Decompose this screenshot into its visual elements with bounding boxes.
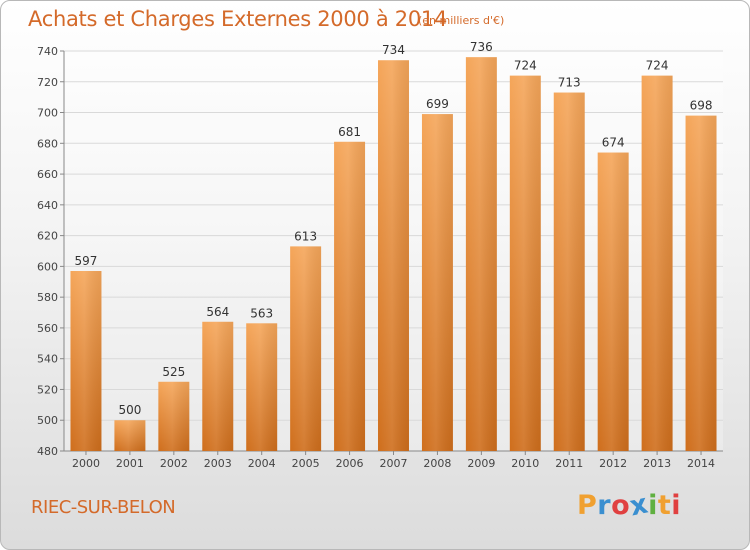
bar-layer [70, 57, 717, 452]
bar-shine-2013 [641, 75, 673, 451]
data-label: 698 [690, 99, 713, 113]
logo-letter: r [597, 490, 612, 521]
x-tick-label: 2014 [687, 457, 715, 470]
data-label: 713 [558, 76, 581, 90]
bar-shine-2008 [421, 114, 453, 452]
x-tick-label: 2012 [599, 457, 627, 470]
bar-shine-2002 [158, 381, 190, 451]
bar-shine-2011 [553, 92, 585, 452]
data-label: 597 [75, 254, 98, 268]
y-tick-label: 620 [37, 230, 58, 243]
data-label: 525 [162, 365, 185, 379]
logo-letter: i [671, 490, 682, 521]
data-label: 613 [294, 229, 317, 243]
bar-shine-2005 [290, 246, 322, 451]
x-tick-label: 2007 [380, 457, 408, 470]
bar-shine-2006 [334, 141, 366, 451]
x-tick-label: 2002 [160, 457, 188, 470]
y-tick-label: 740 [37, 45, 58, 58]
commune-name: RIEC-SUR-BELON [31, 497, 176, 518]
bar-shine-2014 [685, 115, 717, 451]
x-tick-label: 2009 [467, 457, 495, 470]
x-tick-label: 2003 [204, 457, 232, 470]
y-tick-label: 640 [37, 199, 58, 212]
x-tick-label: 2001 [116, 457, 144, 470]
data-label: 674 [602, 136, 625, 150]
x-tick-label: 2006 [336, 457, 364, 470]
y-tick-label: 540 [37, 353, 58, 366]
data-label: 724 [646, 59, 669, 73]
bar-shine-2012 [597, 152, 629, 452]
bar-shine-2001 [114, 420, 146, 451]
y-tick-label: 520 [37, 383, 58, 396]
x-tick-label: 2011 [555, 457, 583, 470]
x-tick-label: 2010 [511, 457, 539, 470]
proxiti-logo: Proxiti [577, 488, 682, 522]
chart-title: Achats et Charges Externes 2000 à 2014 [28, 7, 448, 31]
bar-shine-2004 [246, 323, 278, 451]
y-tick-label: 560 [37, 322, 58, 335]
label-layer: 597 500 525 564 563 613 681 734 699 736 724 713 674 7… [75, 40, 713, 417]
x-tick-label: 2008 [423, 457, 451, 470]
x-tick-label: 2005 [292, 457, 320, 470]
x-tick-label: 2013 [643, 457, 671, 470]
logo-letter: i [648, 490, 658, 521]
data-label: 563 [250, 306, 273, 320]
y-tick-label: 700 [37, 107, 58, 120]
data-label: 500 [118, 403, 141, 417]
data-label: 734 [382, 43, 405, 57]
bar-shine-2007 [378, 60, 409, 451]
x-tick-label: 2004 [248, 457, 276, 470]
data-label: 564 [206, 305, 229, 319]
y-tick-label: 580 [37, 291, 58, 304]
y-tick-label: 720 [37, 76, 58, 89]
y-tick-label: 500 [37, 414, 58, 427]
y-tick-label: 660 [37, 168, 58, 181]
logo-letter: o [611, 490, 631, 521]
y-tick-label: 680 [37, 137, 58, 150]
bar-shine-2009 [465, 57, 497, 452]
data-label: 724 [514, 59, 537, 73]
data-label: 736 [470, 40, 493, 54]
logo-letter: t [657, 490, 672, 521]
x-tick-label: 2000 [72, 457, 100, 470]
y-tick-label: 480 [37, 445, 58, 458]
bar-shine-2010 [509, 75, 541, 451]
bar-shine-2003 [202, 321, 234, 451]
chart-subtitle: (en milliers d'€) [418, 14, 505, 27]
bar-shine-2000 [70, 271, 102, 451]
logo-letter: P [577, 490, 598, 521]
data-label: 699 [426, 97, 449, 111]
y-tick-label: 600 [37, 260, 58, 273]
data-label: 681 [338, 125, 361, 139]
